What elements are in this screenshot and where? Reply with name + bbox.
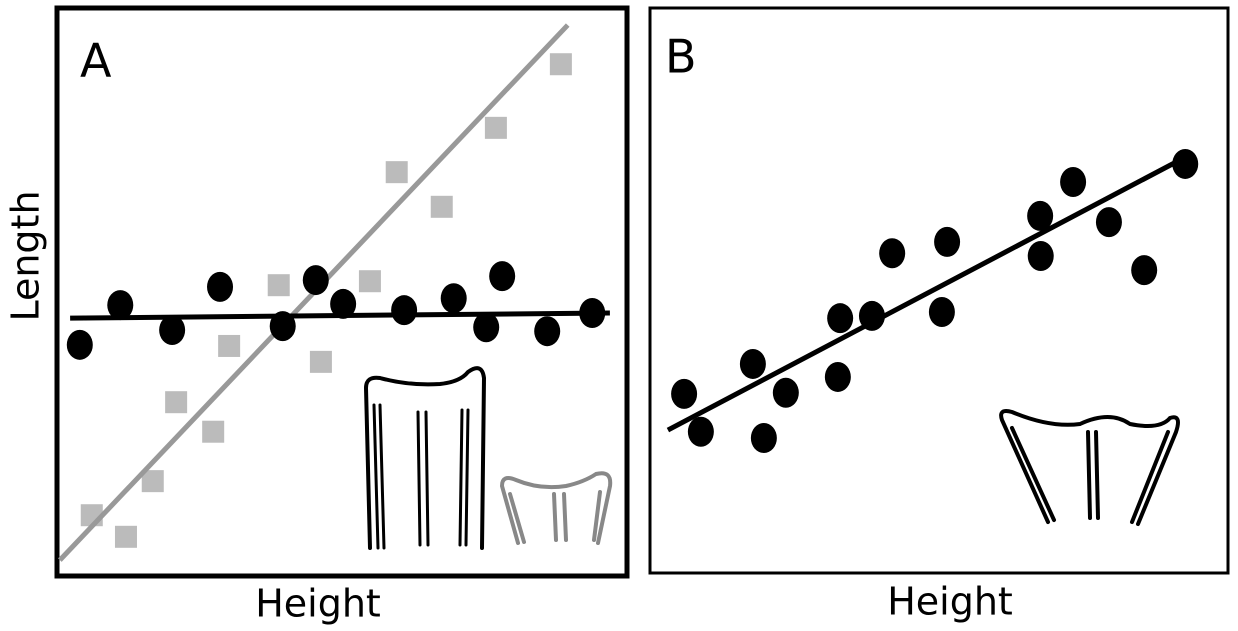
dot-point <box>579 298 605 328</box>
square-point <box>359 270 381 292</box>
dot-point <box>773 378 799 408</box>
square-point <box>165 391 187 413</box>
square-point <box>202 421 224 443</box>
dot-point <box>929 297 955 327</box>
dot-point <box>1027 201 1053 231</box>
dot-point <box>825 362 851 392</box>
x-axis-label: Height <box>255 582 381 626</box>
dot-point <box>330 289 356 319</box>
dot-point <box>473 312 499 342</box>
tall-vessel-walls <box>374 405 468 548</box>
dot-point <box>303 265 329 295</box>
dot-point <box>934 227 960 257</box>
dot-point <box>671 379 697 409</box>
dot-point <box>1131 255 1157 285</box>
x-axis-label: Height <box>887 580 1013 624</box>
dot-point <box>534 316 560 346</box>
square-point <box>115 526 137 548</box>
dot-point <box>159 315 185 345</box>
dot-point <box>1096 207 1122 237</box>
dot-point <box>740 349 766 379</box>
dot-point <box>1172 149 1198 179</box>
y-axis-label: Length <box>4 190 48 321</box>
figure: A B Height Height Length <box>0 0 1238 631</box>
panel-label: A <box>80 34 112 88</box>
panel-b-frame <box>650 8 1228 573</box>
dot-point <box>688 417 714 447</box>
square-point <box>268 274 290 296</box>
square-point <box>550 53 572 75</box>
dot-point <box>391 295 417 325</box>
trend-line <box>668 160 1180 430</box>
dot-point <box>859 301 885 331</box>
dot-point <box>879 238 905 268</box>
short-vessel-walls <box>510 492 600 542</box>
square-point <box>310 351 332 373</box>
square-point <box>431 196 453 218</box>
dot-point <box>107 290 133 320</box>
dot-point <box>1060 167 1086 197</box>
dot-point <box>207 272 233 302</box>
dot-point <box>441 283 467 313</box>
dot-point <box>270 311 296 341</box>
vessel-icons <box>366 368 1178 548</box>
dot-point <box>751 423 777 453</box>
dot-point <box>67 330 93 360</box>
dot-point <box>489 261 515 291</box>
dot-point <box>1028 241 1054 271</box>
square-point <box>218 335 240 357</box>
panel-label: B <box>665 30 697 84</box>
square-point <box>485 117 507 139</box>
square-point <box>386 161 408 183</box>
dot-point <box>827 303 853 333</box>
